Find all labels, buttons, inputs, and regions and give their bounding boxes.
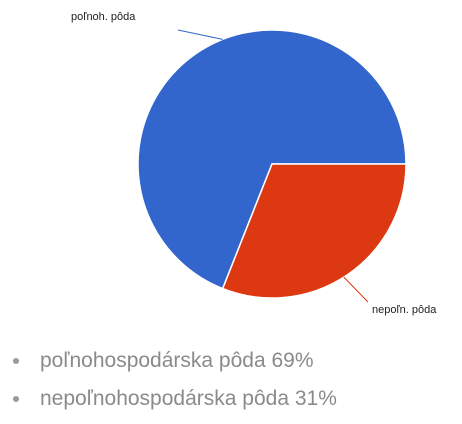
summary-list: poľnohospodárska pôda 69% nepoľnohospodá…: [0, 342, 337, 418]
summary-item-text: poľnohospodárska pôda 69%: [40, 349, 314, 372]
slice-label-nonfarmland: nepoľn. pôda: [372, 304, 437, 316]
pie-slice-nonfarmland: [221, 163, 407, 299]
pie-slices: [137, 29, 407, 299]
slice-label-farmland: poľnoh. pôda: [71, 11, 136, 23]
slice-leader-lines: [177, 29, 369, 303]
pie-chart: poľnoh. pôda nepoľn. pôda: [71, 11, 437, 316]
bullet-icon: [13, 358, 19, 364]
bullet-icon: [13, 396, 19, 402]
summary-item-nonfarmland: nepoľnohospodárska pôda 31%: [0, 380, 337, 418]
pie-slice-farmland: [137, 29, 407, 290]
leader-line-nonfarmland: [343, 276, 369, 303]
leader-line-farmland: [177, 29, 223, 40]
summary-item-text: nepoľnohospodárska pôda 31%: [40, 387, 337, 410]
summary-item-farmland: poľnohospodárska pôda 69%: [0, 342, 337, 380]
